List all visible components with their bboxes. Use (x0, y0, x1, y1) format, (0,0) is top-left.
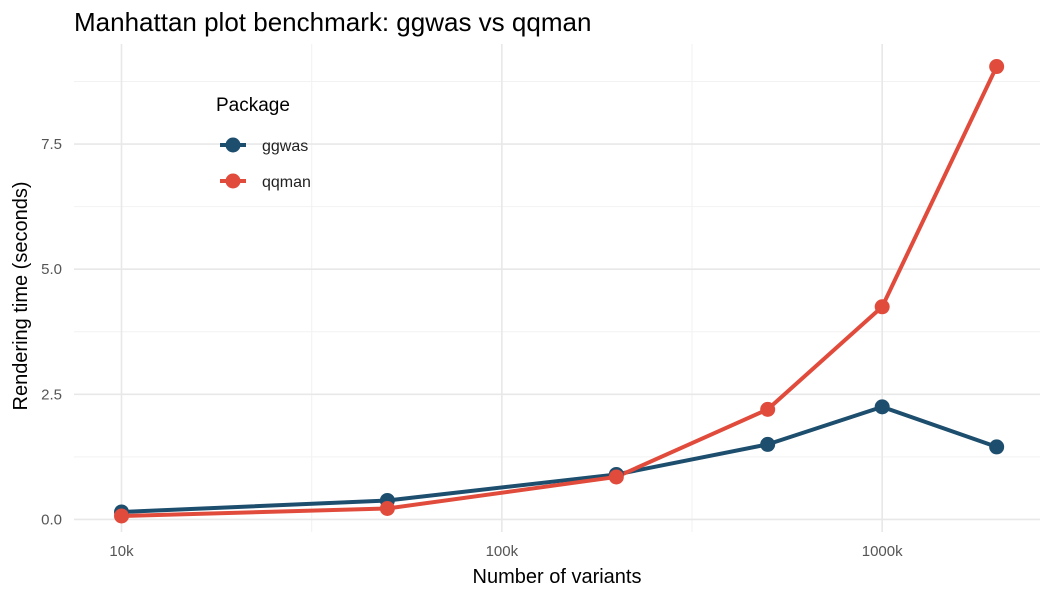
x-tick-label: 10k (109, 543, 134, 560)
legend-swatch-point-ggwas (225, 137, 241, 153)
point-qqman (760, 401, 776, 417)
y-tick-label: 5.0 (41, 261, 62, 278)
point-qqman (874, 299, 890, 315)
point-qqman (379, 500, 395, 516)
series-line-qqman (119, 64, 999, 518)
chart-title: Manhattan plot benchmark: ggwas vs qqman (74, 7, 591, 37)
legend-swatch-point-qqman (225, 173, 241, 189)
legend-title: Package (216, 95, 290, 116)
point-qqman (114, 508, 130, 524)
point-ggwas (874, 399, 890, 415)
y-axis-title: Rendering time (seconds) (10, 182, 32, 411)
y-tick-label: 2.5 (41, 386, 62, 403)
x-tick-label: 100k (486, 543, 519, 560)
point-qqman (608, 469, 624, 485)
series-layer (114, 59, 1005, 524)
tick-labels: 0.0 2.5 5.0 7.5 10k 100k 1000k (41, 136, 903, 560)
legend-label-ggwas: ggwas (262, 138, 308, 155)
point-ggwas (760, 436, 776, 452)
x-axis-title: Number of variants (473, 566, 642, 588)
legend-label-qqman: qqman (262, 174, 311, 191)
y-tick-label: 7.5 (41, 136, 62, 153)
y-tick-label: 0.0 (41, 511, 62, 528)
series-line-ggwas (119, 404, 999, 514)
x-tick-label: 1000k (862, 543, 903, 560)
gridlines (74, 44, 1040, 532)
point-ggwas (989, 439, 1005, 455)
point-qqman (989, 59, 1005, 75)
legend: Package ggwas qqman (216, 95, 311, 191)
